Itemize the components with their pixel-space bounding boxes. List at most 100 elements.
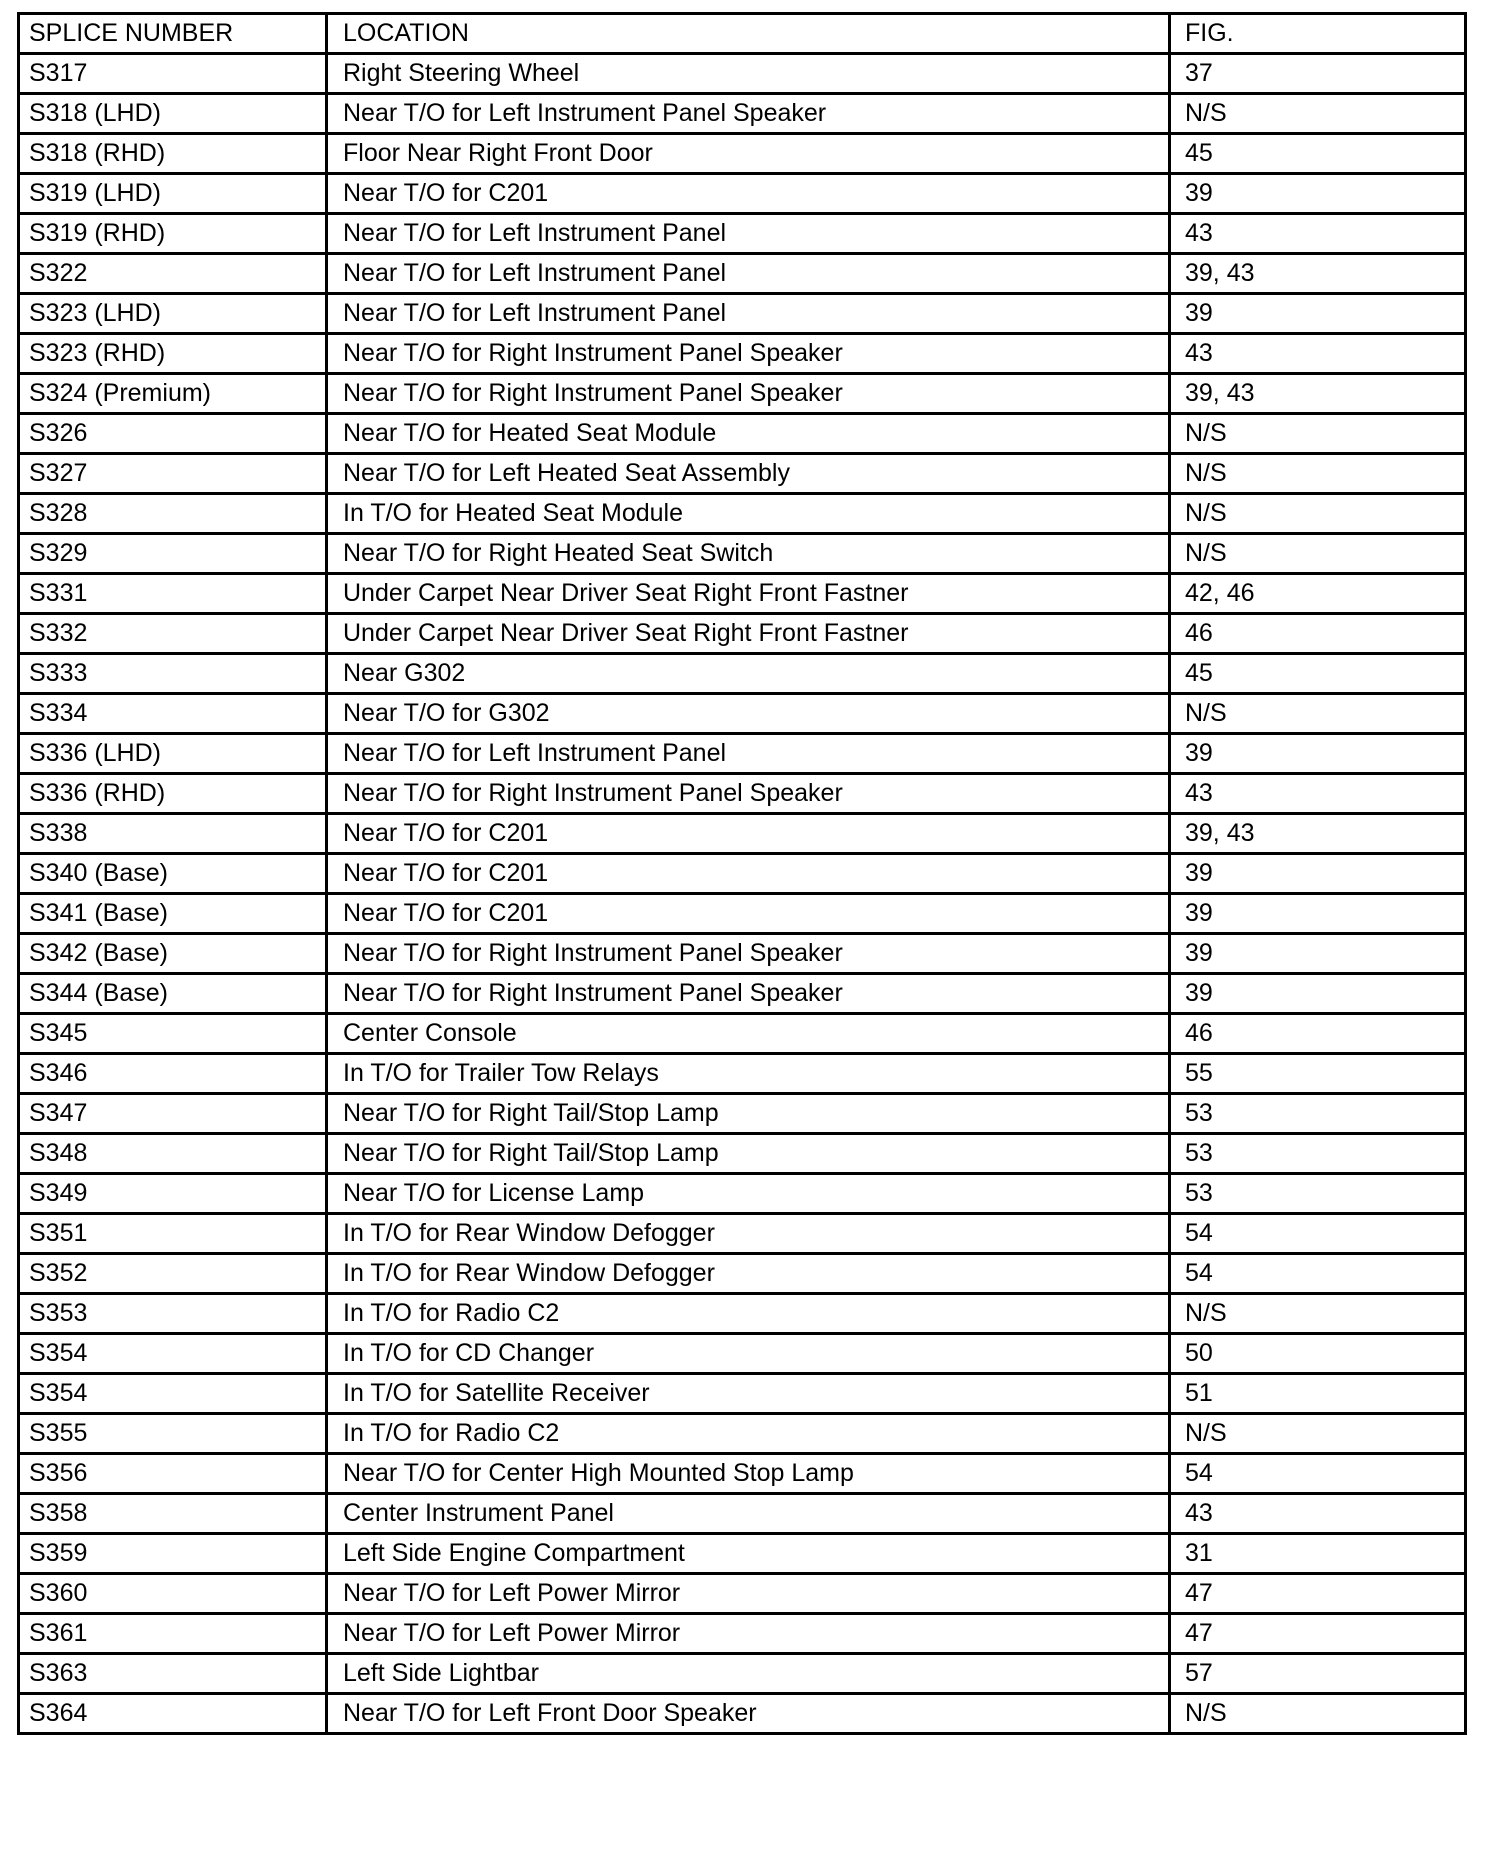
location-cell: Near T/O for Left Power Mirror xyxy=(325,1572,1171,1615)
splice-number-cell: S336 (RHD) xyxy=(17,772,328,815)
table-row: S332 Under Carpet Near Driver Seat Right … xyxy=(17,612,1467,655)
fig-cell: N/S xyxy=(1168,532,1467,575)
location-cell: Near T/O for Right Instrument Panel Spea… xyxy=(325,372,1171,415)
table-row: S340 (Base) Near T/O for C201 39 xyxy=(17,852,1467,895)
location-cell: Center Console xyxy=(325,1012,1171,1055)
splice-number-cell: S341 (Base) xyxy=(17,892,328,935)
table-row: S354 In T/O for CD Changer 50 xyxy=(17,1332,1467,1375)
splice-number-cell: S326 xyxy=(17,412,328,455)
location-cell: Near T/O for Right Instrument Panel Spea… xyxy=(325,772,1171,815)
fig-cell: N/S xyxy=(1168,692,1467,735)
fig-cell: N/S xyxy=(1168,452,1467,495)
fig-cell: 43 xyxy=(1168,1492,1467,1535)
fig-cell: 46 xyxy=(1168,612,1467,655)
location-cell: Near T/O for G302 xyxy=(325,692,1171,735)
header-location: LOCATION xyxy=(325,12,1171,55)
location-cell: Near T/O for Left Front Door Speaker xyxy=(325,1692,1171,1735)
location-cell: Near T/O for C201 xyxy=(325,812,1171,855)
splice-number-cell: S318 (LHD) xyxy=(17,92,328,135)
table-row: S319 (LHD) Near T/O for C201 39 xyxy=(17,172,1467,215)
table-row: S351 In T/O for Rear Window Defogger 54 xyxy=(17,1212,1467,1255)
splice-number-cell: S342 (Base) xyxy=(17,932,328,975)
splice-number-cell: S352 xyxy=(17,1252,328,1295)
location-cell: Near T/O for Left Instrument Panel Speak… xyxy=(325,92,1171,135)
table-row: S328 In T/O for Heated Seat Module N/S xyxy=(17,492,1467,535)
location-cell: Near T/O for Right Tail/Stop Lamp xyxy=(325,1092,1171,1135)
location-cell: In T/O for Trailer Tow Relays xyxy=(325,1052,1171,1095)
splice-number-cell: S323 (RHD) xyxy=(17,332,328,375)
location-cell: Center Instrument Panel xyxy=(325,1492,1171,1535)
table-row: S338 Near T/O for C201 39, 43 xyxy=(17,812,1467,855)
table-row: S323 (RHD) Near T/O for Right Instrument … xyxy=(17,332,1467,375)
fig-cell: N/S xyxy=(1168,412,1467,455)
table-row: S363 Left Side Lightbar 57 xyxy=(17,1652,1467,1695)
location-cell: Left Side Engine Compartment xyxy=(325,1532,1171,1575)
splice-number-cell: S319 (RHD) xyxy=(17,212,328,255)
fig-cell: 37 xyxy=(1168,52,1467,95)
table-row: S356 Near T/O for Center High Mounted Sto… xyxy=(17,1452,1467,1495)
header-splice-number: SPLICE NUMBER xyxy=(17,12,328,55)
fig-cell: 47 xyxy=(1168,1612,1467,1655)
splice-number-cell: S364 xyxy=(17,1692,328,1735)
table-row: S355 In T/O for Radio C2 N/S xyxy=(17,1412,1467,1455)
fig-cell: 57 xyxy=(1168,1652,1467,1695)
location-cell: Right Steering Wheel xyxy=(325,52,1171,95)
splice-number-cell: S318 (RHD) xyxy=(17,132,328,175)
fig-cell: 53 xyxy=(1168,1092,1467,1135)
location-cell: Near T/O for Right Instrument Panel Spea… xyxy=(325,332,1171,375)
fig-cell: 39 xyxy=(1168,972,1467,1015)
table-row: S360 Near T/O for Left Power Mirror 47 xyxy=(17,1572,1467,1615)
fig-cell: 51 xyxy=(1168,1372,1467,1415)
location-cell: Near T/O for Right Instrument Panel Spea… xyxy=(325,932,1171,975)
table-row: S336 (LHD) Near T/O for Left Instrument P… xyxy=(17,732,1467,775)
splice-number-cell: S340 (Base) xyxy=(17,852,328,895)
splice-number-cell: S328 xyxy=(17,492,328,535)
table-row: S323 (LHD) Near T/O for Left Instrument P… xyxy=(17,292,1467,335)
table-row: S345 Center Console 46 xyxy=(17,1012,1467,1055)
splice-number-cell: S354 xyxy=(17,1332,328,1375)
table-row: S329 Near T/O for Right Heated Seat Switc… xyxy=(17,532,1467,575)
table-row: S317 Right Steering Wheel 37 xyxy=(17,52,1467,95)
table-row: S336 (RHD) Near T/O for Right Instrument … xyxy=(17,772,1467,815)
splice-number-cell: S323 (LHD) xyxy=(17,292,328,335)
splice-number-cell: S338 xyxy=(17,812,328,855)
fig-cell: 54 xyxy=(1168,1452,1467,1495)
splice-number-cell: S345 xyxy=(17,1012,328,1055)
splice-number-cell: S358 xyxy=(17,1492,328,1535)
table-row: S342 (Base) Near T/O for Right Instrument… xyxy=(17,932,1467,975)
splice-number-cell: S361 xyxy=(17,1612,328,1655)
splice-number-cell: S329 xyxy=(17,532,328,575)
splice-number-cell: S347 xyxy=(17,1092,328,1135)
table-row: S324 (Premium) Near T/O for Right Instrum… xyxy=(17,372,1467,415)
fig-cell: 54 xyxy=(1168,1212,1467,1255)
header-row: SPLICE NUMBER LOCATION FIG. xyxy=(17,12,1467,55)
table-row: S349 Near T/O for License Lamp 53 xyxy=(17,1172,1467,1215)
splice-number-cell: S336 (LHD) xyxy=(17,732,328,775)
header-fig: FIG. xyxy=(1168,12,1467,55)
fig-cell: 39 xyxy=(1168,892,1467,935)
location-cell: Near T/O for License Lamp xyxy=(325,1172,1171,1215)
table-row: S327 Near T/O for Left Heated Seat Assemb… xyxy=(17,452,1467,495)
fig-cell: 43 xyxy=(1168,332,1467,375)
fig-cell: N/S xyxy=(1168,1692,1467,1735)
splice-number-cell: S354 xyxy=(17,1372,328,1415)
location-cell: Near T/O for C201 xyxy=(325,172,1171,215)
table-row: S352 In T/O for Rear Window Defogger 54 xyxy=(17,1252,1467,1295)
location-cell: Near T/O for Left Instrument Panel xyxy=(325,292,1171,335)
splice-number-cell: S363 xyxy=(17,1652,328,1695)
splice-number-cell: S332 xyxy=(17,612,328,655)
table-row: S361 Near T/O for Left Power Mirror 47 xyxy=(17,1612,1467,1655)
location-cell: In T/O for Satellite Receiver xyxy=(325,1372,1171,1415)
fig-cell: 39 xyxy=(1168,932,1467,975)
fig-cell: 50 xyxy=(1168,1332,1467,1375)
fig-cell: 53 xyxy=(1168,1132,1467,1175)
splice-number-cell: S351 xyxy=(17,1212,328,1255)
splice-number-cell: S356 xyxy=(17,1452,328,1495)
fig-cell: N/S xyxy=(1168,1412,1467,1455)
fig-cell: 39, 43 xyxy=(1168,812,1467,855)
splice-number-cell: S319 (LHD) xyxy=(17,172,328,215)
fig-cell: 31 xyxy=(1168,1532,1467,1575)
location-cell: Under Carpet Near Driver Seat Right Fron… xyxy=(325,612,1171,655)
splice-number-cell: S334 xyxy=(17,692,328,735)
location-cell: Near T/O for Left Instrument Panel xyxy=(325,212,1171,255)
